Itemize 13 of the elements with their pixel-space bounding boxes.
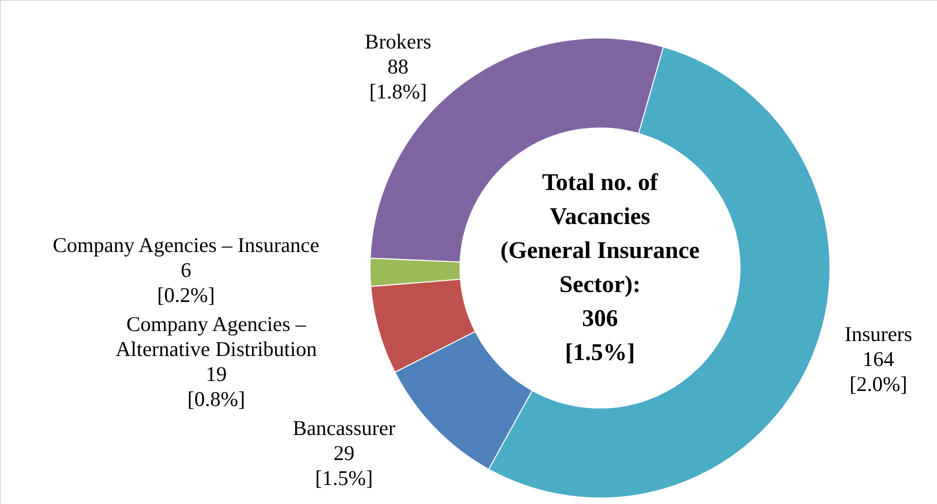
slice-label: Insurers	[844, 322, 912, 346]
data-label: 29 [1.5%]	[315, 441, 373, 490]
slice-label: Brokers	[364, 30, 432, 54]
data-label: 88 [1.8%]	[369, 54, 427, 104]
data-label: 19 [0.8%]	[187, 362, 246, 412]
text: Total no. of Vacancies (General Insurance Sector):	[500, 170, 700, 298]
slice-label: Company Agencies – Insurance	[52, 233, 320, 258]
text: [1.5%]	[565, 340, 635, 366]
data-label: 164 [2.0%]	[850, 347, 908, 396]
text: 306	[582, 306, 618, 332]
data-label: 6 [0.2%]	[157, 258, 215, 308]
slice-label: Company Agencies – Alternative Distribution	[116, 312, 318, 362]
slice-label: Bancassurer	[292, 416, 396, 440]
